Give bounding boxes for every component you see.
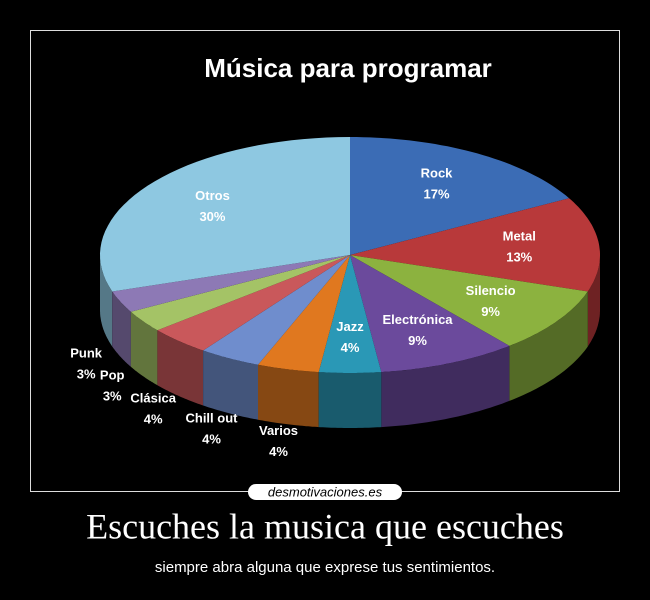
slice-label: Rock [421,165,454,180]
slice-side [258,364,319,428]
slice-value-label: 4% [269,444,288,459]
slice-side [318,372,382,428]
slice-label: Pop [100,368,125,383]
heading: Escuches la musica que escuches [86,506,564,546]
slice-label: Electrónica [382,312,453,327]
slice-value-label: 9% [408,333,427,348]
slice-value-label: 13% [506,250,532,265]
slice-value-label: 17% [424,186,450,201]
slice-side [130,311,158,386]
slice-value-label: 30% [199,209,225,224]
slice-value-label: 3% [103,389,122,404]
slice-side [112,291,131,367]
slice [350,198,600,292]
slice [130,255,350,331]
slice-label: Jazz [336,319,364,334]
slice [350,255,588,346]
slice-side [587,255,600,347]
slice-value-label: 4% [341,340,360,355]
slice-label: Clásica [130,390,176,405]
slice-label: Metal [503,229,536,244]
caption: siempre abra alguna que exprese tus sent… [155,559,495,576]
slice [112,255,350,312]
slice-label: Punk [70,345,103,360]
slice [157,255,350,351]
slice [350,255,510,373]
slice [203,255,350,365]
slice-side [157,330,204,406]
slice [100,137,350,292]
slice-label: Varios [259,423,298,438]
slice-side [509,291,588,401]
slice-side [100,255,113,347]
slice [258,255,350,373]
slice-value-label: 9% [481,304,500,319]
slice-side [381,345,510,428]
slice-value-label: 4% [202,431,221,446]
slice-value-label: 3% [77,366,96,381]
watermark: desmotivaciones.es [268,484,383,499]
pie-chart: Rock 17% Metal 13% Silencio 9% Electrónica 9% Ja… [70,137,600,459]
slice-label: Silencio [466,283,516,298]
slice-side [203,350,258,420]
slice-label: Chill out [185,410,238,425]
slice [350,137,570,255]
slice-value-label: 4% [144,411,163,426]
watermark-badge [248,484,402,500]
slice-label: Otros [195,188,230,203]
slice [318,255,382,373]
chart-title: Música para programar [204,53,492,83]
